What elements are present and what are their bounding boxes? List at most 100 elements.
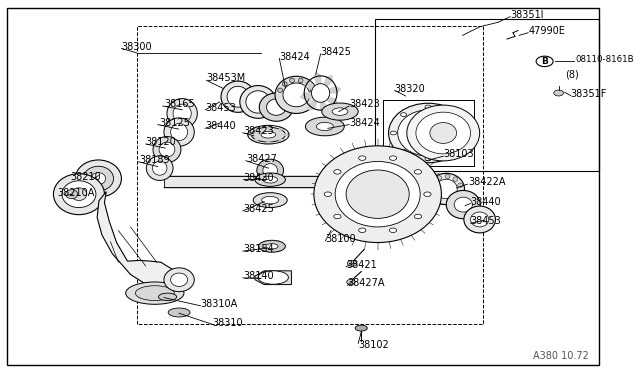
Polygon shape: [284, 133, 289, 137]
Ellipse shape: [240, 86, 276, 118]
Text: 38423: 38423: [243, 126, 274, 136]
Text: 38351F: 38351F: [571, 89, 607, 99]
Text: 38425: 38425: [321, 47, 351, 57]
Ellipse shape: [83, 166, 113, 191]
Text: 38423: 38423: [349, 99, 380, 109]
Ellipse shape: [252, 127, 285, 142]
Circle shape: [425, 157, 431, 161]
Ellipse shape: [322, 103, 358, 120]
Polygon shape: [272, 241, 285, 246]
Polygon shape: [279, 127, 285, 130]
Bar: [164, 176, 358, 187]
Text: A380 10.72: A380 10.72: [533, 351, 589, 361]
Text: 38320: 38320: [395, 84, 426, 93]
Ellipse shape: [435, 179, 457, 199]
Ellipse shape: [53, 174, 104, 215]
Ellipse shape: [258, 271, 289, 284]
Polygon shape: [266, 241, 278, 246]
Polygon shape: [301, 93, 321, 100]
Ellipse shape: [262, 196, 278, 204]
Polygon shape: [303, 81, 321, 93]
Polygon shape: [266, 246, 278, 251]
Circle shape: [324, 192, 332, 196]
Circle shape: [358, 156, 366, 160]
Circle shape: [536, 56, 553, 67]
Polygon shape: [264, 141, 273, 144]
Ellipse shape: [221, 81, 255, 112]
Ellipse shape: [312, 84, 330, 102]
Ellipse shape: [253, 193, 287, 208]
Bar: [375, 19, 598, 171]
Ellipse shape: [173, 104, 191, 123]
Ellipse shape: [167, 99, 197, 128]
Ellipse shape: [65, 190, 77, 199]
Text: 38102: 38102: [358, 340, 389, 350]
Text: 38189: 38189: [140, 155, 170, 165]
Polygon shape: [309, 93, 321, 110]
Text: 38310: 38310: [212, 318, 243, 328]
Polygon shape: [314, 73, 321, 93]
Ellipse shape: [346, 170, 409, 218]
Circle shape: [401, 150, 406, 153]
Polygon shape: [264, 125, 273, 128]
Ellipse shape: [430, 123, 456, 143]
Ellipse shape: [314, 146, 442, 243]
Circle shape: [414, 170, 422, 174]
Ellipse shape: [310, 88, 315, 93]
Ellipse shape: [255, 173, 285, 186]
Ellipse shape: [283, 83, 310, 107]
Ellipse shape: [332, 108, 348, 115]
Ellipse shape: [453, 177, 458, 182]
Ellipse shape: [416, 112, 470, 154]
Circle shape: [348, 260, 357, 266]
Polygon shape: [321, 86, 340, 93]
Ellipse shape: [71, 188, 87, 201]
Ellipse shape: [259, 93, 293, 121]
Ellipse shape: [298, 78, 303, 83]
Circle shape: [554, 90, 563, 96]
Circle shape: [449, 113, 456, 116]
Circle shape: [358, 228, 366, 232]
Polygon shape: [259, 241, 272, 246]
Ellipse shape: [152, 161, 167, 175]
Polygon shape: [251, 140, 258, 142]
Circle shape: [333, 214, 341, 219]
Ellipse shape: [407, 105, 479, 161]
Polygon shape: [321, 93, 338, 105]
Ellipse shape: [446, 190, 480, 219]
Text: 38453: 38453: [470, 217, 501, 226]
Ellipse shape: [290, 78, 294, 83]
Text: 38422A: 38422A: [468, 177, 506, 187]
Ellipse shape: [62, 181, 96, 208]
Ellipse shape: [164, 268, 195, 292]
Ellipse shape: [306, 82, 310, 86]
Ellipse shape: [266, 244, 278, 249]
Ellipse shape: [397, 110, 458, 156]
Ellipse shape: [431, 181, 436, 186]
Circle shape: [460, 131, 466, 135]
Text: 38421: 38421: [346, 260, 377, 270]
Text: 38424: 38424: [279, 52, 310, 61]
Text: 08110-8161B: 08110-8161B: [575, 55, 634, 64]
Ellipse shape: [257, 159, 284, 182]
Text: 38430: 38430: [243, 173, 273, 183]
Text: 38427: 38427: [246, 154, 276, 164]
Ellipse shape: [76, 160, 122, 197]
Text: 38453: 38453: [205, 103, 236, 113]
Polygon shape: [279, 140, 285, 142]
Ellipse shape: [458, 183, 463, 187]
Ellipse shape: [428, 173, 465, 205]
Polygon shape: [272, 246, 285, 251]
Ellipse shape: [263, 164, 278, 177]
Ellipse shape: [227, 86, 249, 107]
Text: 38310A: 38310A: [200, 299, 237, 309]
Ellipse shape: [278, 88, 282, 93]
Text: 38125: 38125: [159, 118, 190, 128]
Polygon shape: [259, 246, 272, 251]
Ellipse shape: [159, 293, 177, 301]
Text: B: B: [541, 57, 548, 66]
Circle shape: [389, 228, 397, 232]
Ellipse shape: [316, 122, 333, 131]
Ellipse shape: [388, 103, 467, 163]
Text: 38453M: 38453M: [207, 73, 246, 83]
